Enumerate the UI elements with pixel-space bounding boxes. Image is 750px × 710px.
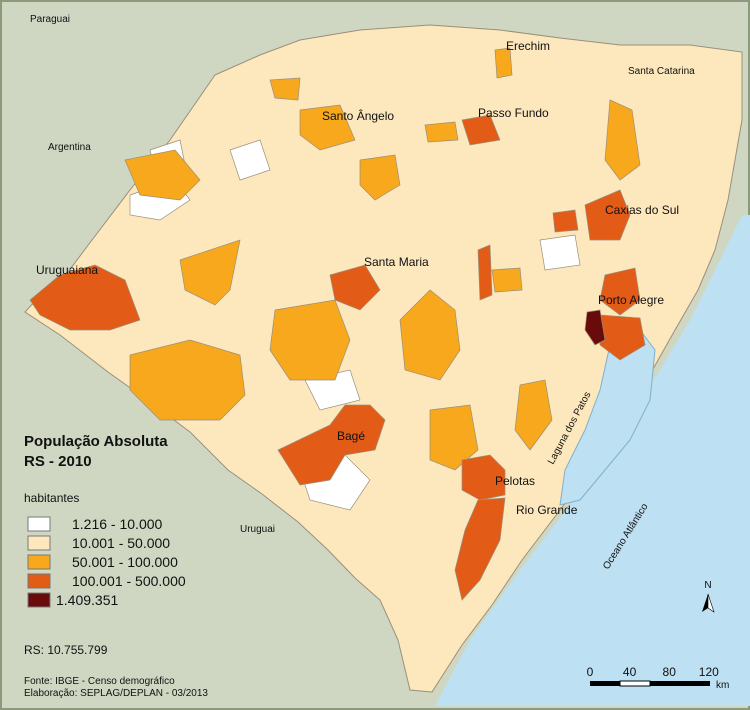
municipality-region — [552, 209, 579, 233]
legend-swatch — [27, 535, 51, 551]
municipality-region — [454, 497, 506, 601]
city-label: Erechim — [506, 39, 550, 53]
scale-tick-label: 40 — [623, 665, 637, 679]
municipality-region — [584, 309, 606, 346]
municipality-region — [29, 264, 141, 331]
city-label: Santa Maria — [364, 255, 429, 269]
city-label: Bagé — [337, 429, 365, 443]
municipality-region — [129, 339, 246, 421]
municipality-region — [229, 139, 271, 181]
city-label: Pelotas — [495, 474, 535, 488]
north-label: N — [704, 580, 711, 591]
municipality-region — [329, 264, 381, 311]
municipality-region — [179, 239, 241, 306]
municipality-region — [124, 149, 201, 201]
north-arrow: N — [702, 580, 715, 613]
map-title: População Absoluta — [24, 433, 168, 450]
sea — [435, 215, 750, 706]
legend-label: 1.409.351 — [56, 592, 118, 608]
city-label: Passo Fundo — [478, 106, 549, 120]
municipality-region — [277, 404, 386, 486]
legend-title: habitantes — [24, 491, 79, 505]
municipality-region — [477, 244, 493, 301]
municipality-region — [399, 289, 461, 381]
municipality-region — [539, 234, 581, 271]
municipality-region — [269, 77, 301, 101]
neighbor-label: Santa Catarina — [628, 66, 695, 77]
legend-label: 100.001 - 500.000 — [72, 573, 186, 589]
municipality-region — [604, 99, 641, 181]
total: RS: 10.755.799 — [24, 643, 108, 657]
scale-unit: km — [716, 680, 729, 691]
north-arrow-right — [707, 593, 715, 613]
scale-segment — [590, 681, 620, 686]
municipality-region — [584, 189, 631, 241]
city-label: Caxias do Sul — [605, 203, 679, 217]
municipality-region — [424, 121, 459, 143]
legend-label: 1.216 - 10.000 — [72, 516, 163, 532]
north-arrow-left — [702, 594, 708, 612]
city-label: Santo Ângelo — [322, 108, 394, 123]
scale-tick-label: 120 — [699, 665, 719, 679]
map-subtitle: RS - 2010 — [24, 453, 92, 470]
lagoon — [559, 329, 656, 506]
legend-swatch — [27, 592, 51, 608]
municipality-region — [461, 114, 501, 146]
legend: População Absoluta RS - 2010 habitantes … — [24, 433, 208, 699]
city-label: Rio Grande — [516, 503, 578, 517]
source: Elaboração: SEPLAG/DEPLAN - 03/2013 — [24, 688, 208, 699]
scale-tick-label: 80 — [663, 665, 677, 679]
city-label: Uruguaiana — [36, 263, 98, 277]
municipality-region — [599, 267, 641, 316]
municipality-region — [461, 454, 506, 501]
municipality-region — [491, 267, 523, 293]
city-label: Porto Alegre — [598, 293, 664, 307]
neighbor-label: Paraguai — [30, 14, 70, 25]
scale-segment — [650, 681, 710, 686]
neighbor-label: Uruguai — [240, 524, 275, 535]
legend-swatch — [27, 516, 51, 532]
neighbor-label: Argentina — [48, 142, 91, 153]
source: Fonte: IBGE - Censo demográfico — [24, 676, 175, 687]
municipality-region — [269, 299, 351, 381]
municipality-region — [299, 104, 356, 151]
legend-label: 10.001 - 50.000 — [72, 535, 170, 551]
state-outline — [24, 24, 743, 693]
legend-swatch — [27, 573, 51, 589]
regions — [29, 47, 646, 601]
legend-swatch — [27, 554, 51, 570]
legend-items: 1.216 - 10.000 10.001 - 50.000 50.001 - 10… — [27, 516, 186, 608]
municipality-region — [359, 154, 401, 201]
municipality-region — [494, 47, 513, 79]
scale-tick-label: 0 — [587, 665, 594, 679]
municipality-region — [514, 379, 553, 451]
legend-label: 50.001 - 100.000 — [72, 554, 178, 570]
scale-segment — [619, 680, 651, 687]
